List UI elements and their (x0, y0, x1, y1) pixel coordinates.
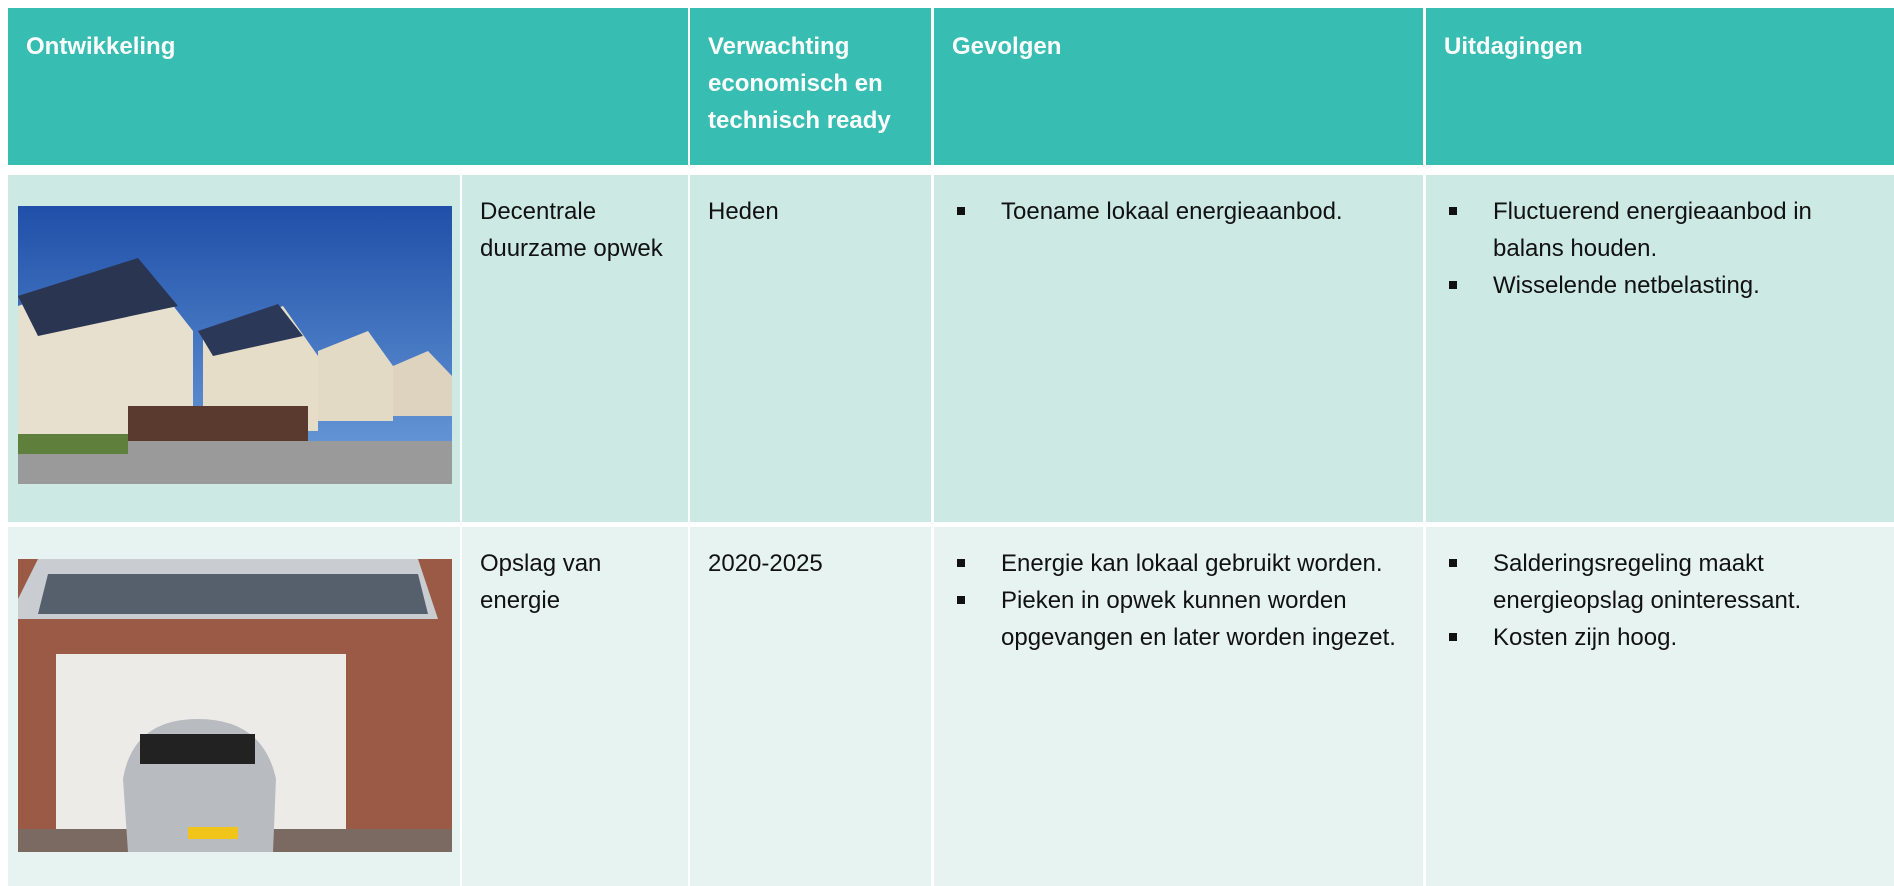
bullet-item: Wisselende netbelasting. (1493, 267, 1876, 304)
bullet-item: Fluctuerend energieaanbod in balans houd… (1493, 193, 1876, 267)
header-cell: Uitdagingen (1426, 8, 1894, 165)
consequences: Energie kan lokaal gebruikt worden.Pieke… (934, 527, 1423, 886)
bullet-item: Pieken in opwek kunnen worden opgevangen… (1001, 582, 1405, 656)
header-cell: Ontwikkeling (8, 8, 688, 165)
row-name: Opslag van energie (462, 527, 688, 886)
row-expectation: 2020-2025 (690, 527, 931, 886)
carport-image (18, 559, 452, 852)
header-cell: Gevolgen (934, 8, 1423, 165)
challenges: Fluctuerend energieaanbod in balans houd… (1426, 175, 1894, 522)
bullet-item: Salderingsregeling maakt energieopslag o… (1493, 545, 1876, 619)
bullet-item: Toename lokaal energieaanbod. (1001, 193, 1405, 230)
bullet-item: Kosten zijn hoog. (1493, 619, 1876, 656)
header-cell: Verwachting economisch en technisch read… (690, 8, 931, 165)
consequences: Toename lokaal energieaanbod. (934, 175, 1423, 522)
row-expectation: Heden (690, 175, 931, 522)
page: Ontwikkeling Verwachting economisch en t… (0, 0, 1894, 886)
challenges: Salderingsregeling maakt energieopslag o… (1426, 527, 1894, 886)
row-name: Decentrale duurzame opwek (462, 175, 688, 522)
bullet-item: Energie kan lokaal gebruikt worden. (1001, 545, 1405, 582)
solar-houses-image (18, 206, 452, 484)
